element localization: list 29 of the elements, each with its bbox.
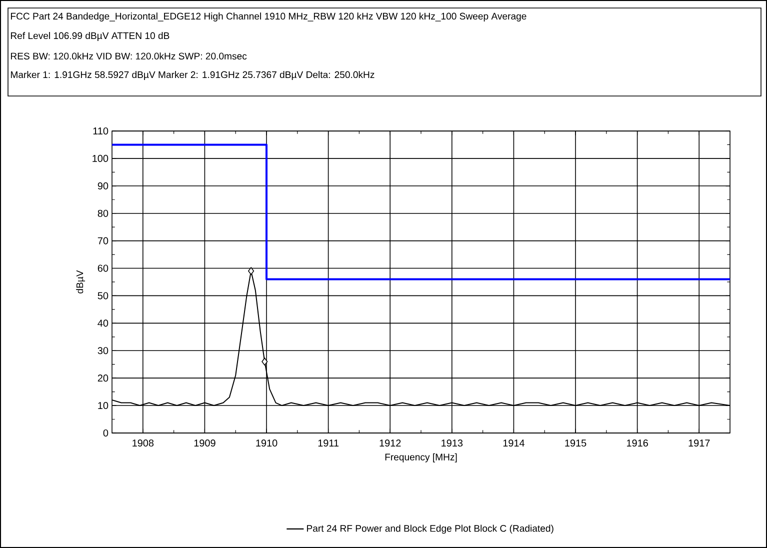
x-tick-label: 1909	[194, 440, 216, 447]
y-tick-label: 40	[98, 320, 108, 327]
y-tick-label: 30	[98, 347, 108, 354]
legend-label: Part 24 RF Power and Block Edge Plot Block C (Radiated)	[307, 524, 554, 534]
x-tick-label: 1914	[503, 440, 524, 447]
x-tick-label: 1910	[256, 440, 278, 447]
x-tick-label: 1916	[626, 440, 648, 447]
x-tick-label: 1915	[565, 440, 586, 447]
y-axis-title: dBµV	[76, 270, 86, 294]
y-tick-label: 100	[92, 154, 108, 162]
y-tick-label: 90	[98, 182, 108, 190]
y-tick-label: 0	[103, 429, 108, 437]
x-tick-label: 1912	[380, 440, 401, 447]
x-axis-title: Frequency [MHz]	[385, 453, 457, 462]
y-tick-label: 110	[93, 127, 108, 135]
x-tick-label: 1908	[132, 440, 154, 447]
text: Marker 1: 1.91GHz 58.5927 dBµV Marker 2: 1.91GHz 25.7367 dBµV Delta: 250.0kHz	[10, 71, 374, 80]
y-tick-label: 60	[98, 264, 108, 272]
y-tick-label: 10	[98, 402, 108, 410]
y-tick-label: 50	[98, 292, 108, 300]
y-tick-label: 70	[98, 237, 108, 244]
chart-title: FCC Part 24 Bandedge_Horizontal_EDGE12 High Channel 1910 MHz_RBW 120 kHz VBW 120 kHz_100 Sweep Average	[10, 12, 526, 22]
x-tick-label: 1911	[318, 440, 339, 447]
x-tick-label: 1917	[688, 440, 710, 447]
y-tick-label: 20	[98, 374, 108, 382]
y-tick-label: 80	[98, 210, 108, 217]
text: Ref Level 106.99 dBµV ATTEN 10 dB	[10, 32, 170, 41]
x-tick-label: 1913	[442, 440, 463, 447]
text: RES BW: 120.0kHz VID BW: 120.0kHz SWP: 20.0msec	[10, 52, 247, 60]
